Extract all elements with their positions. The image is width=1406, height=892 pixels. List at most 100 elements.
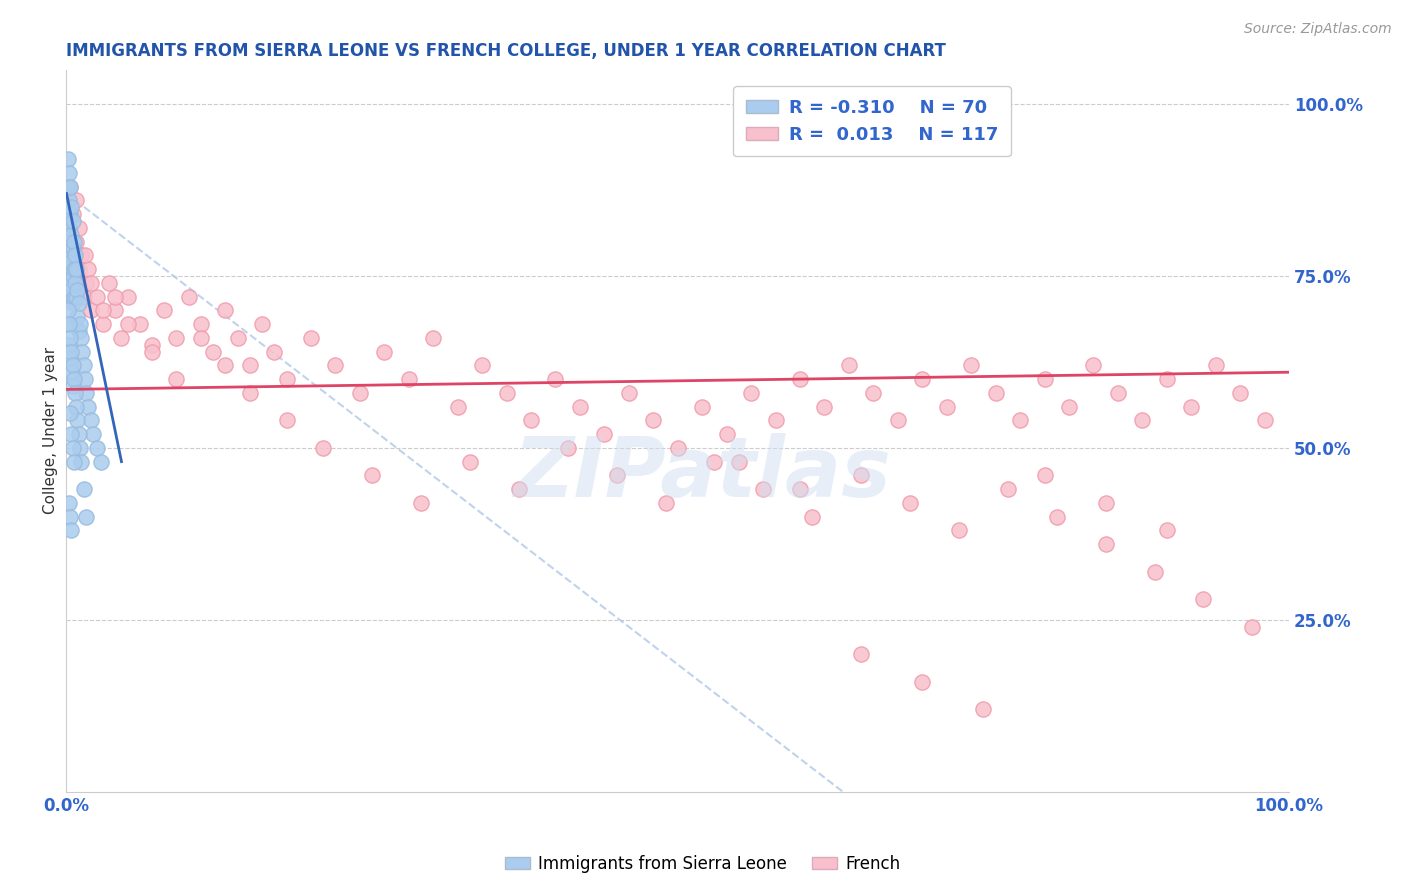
Point [110, 331, 132, 345]
Point [898, 496, 921, 510]
Point [813, 400, 835, 414]
Point [752, 482, 775, 496]
Point [471, 359, 494, 373]
Point [59, 179, 82, 194]
Point [65, 400, 87, 414]
Point [58, 220, 80, 235]
Point [58, 496, 80, 510]
Point [1253, 413, 1275, 427]
Point [887, 413, 910, 427]
Point [60, 427, 83, 442]
Point [75, 385, 97, 400]
Point [666, 441, 689, 455]
Point [1010, 413, 1032, 427]
Point [56, 214, 79, 228]
Point [60, 200, 83, 214]
Point [1107, 385, 1129, 400]
Point [58, 276, 80, 290]
Point [250, 317, 273, 331]
Point [789, 372, 811, 386]
Point [75, 276, 97, 290]
Point [91, 317, 114, 331]
Point [1156, 524, 1178, 538]
Point [1143, 565, 1166, 579]
Point [568, 400, 591, 414]
Point [63, 385, 86, 400]
Point [59, 262, 82, 277]
Point [62, 207, 84, 221]
Point [202, 344, 225, 359]
Point [373, 344, 395, 359]
Point [66, 276, 89, 290]
Point [63, 276, 86, 290]
Point [69, 317, 91, 331]
Point [544, 372, 567, 386]
Point [86, 441, 108, 455]
Point [77, 262, 100, 277]
Point [557, 441, 579, 455]
Point [62, 242, 84, 256]
Point [65, 262, 87, 277]
Point [65, 289, 87, 303]
Point [70, 248, 93, 262]
Text: Source: ZipAtlas.com: Source: ZipAtlas.com [1244, 22, 1392, 37]
Point [62, 372, 84, 386]
Point [58, 248, 80, 262]
Point [948, 524, 970, 538]
Y-axis label: College, Under 1 year: College, Under 1 year [44, 347, 58, 514]
Point [62, 268, 84, 283]
Point [56, 179, 79, 194]
Point [728, 455, 751, 469]
Point [72, 482, 94, 496]
Point [69, 441, 91, 455]
Point [1083, 359, 1105, 373]
Point [62, 268, 84, 283]
Point [422, 331, 444, 345]
Point [80, 413, 103, 427]
Point [62, 242, 84, 256]
Point [60, 283, 83, 297]
Point [66, 310, 89, 325]
Point [62, 359, 84, 373]
Point [690, 400, 713, 414]
Point [166, 331, 188, 345]
Point [65, 235, 87, 249]
Point [299, 331, 322, 345]
Point [166, 372, 188, 386]
Point [63, 248, 86, 262]
Point [72, 289, 94, 303]
Point [62, 455, 84, 469]
Point [214, 303, 236, 318]
Point [67, 262, 90, 277]
Point [86, 289, 108, 303]
Point [60, 227, 83, 242]
Point [1180, 400, 1202, 414]
Point [214, 359, 236, 373]
Point [60, 262, 83, 277]
Point [67, 296, 90, 310]
Point [141, 337, 163, 351]
Point [59, 289, 82, 303]
Point [1192, 592, 1215, 607]
Point [66, 413, 89, 427]
Point [62, 235, 84, 249]
Point [59, 351, 82, 366]
Point [190, 317, 212, 331]
Point [508, 482, 530, 496]
Point [276, 413, 298, 427]
Point [62, 441, 84, 455]
Point [1033, 468, 1056, 483]
Point [82, 427, 104, 442]
Text: ZIPatlas: ZIPatlas [513, 434, 891, 515]
Point [77, 400, 100, 414]
Point [104, 289, 127, 303]
Point [190, 331, 212, 345]
Point [226, 331, 249, 345]
Point [617, 385, 640, 400]
Point [58, 317, 80, 331]
Point [60, 524, 83, 538]
Point [1205, 359, 1227, 373]
Point [239, 359, 262, 373]
Point [117, 289, 139, 303]
Point [128, 317, 150, 331]
